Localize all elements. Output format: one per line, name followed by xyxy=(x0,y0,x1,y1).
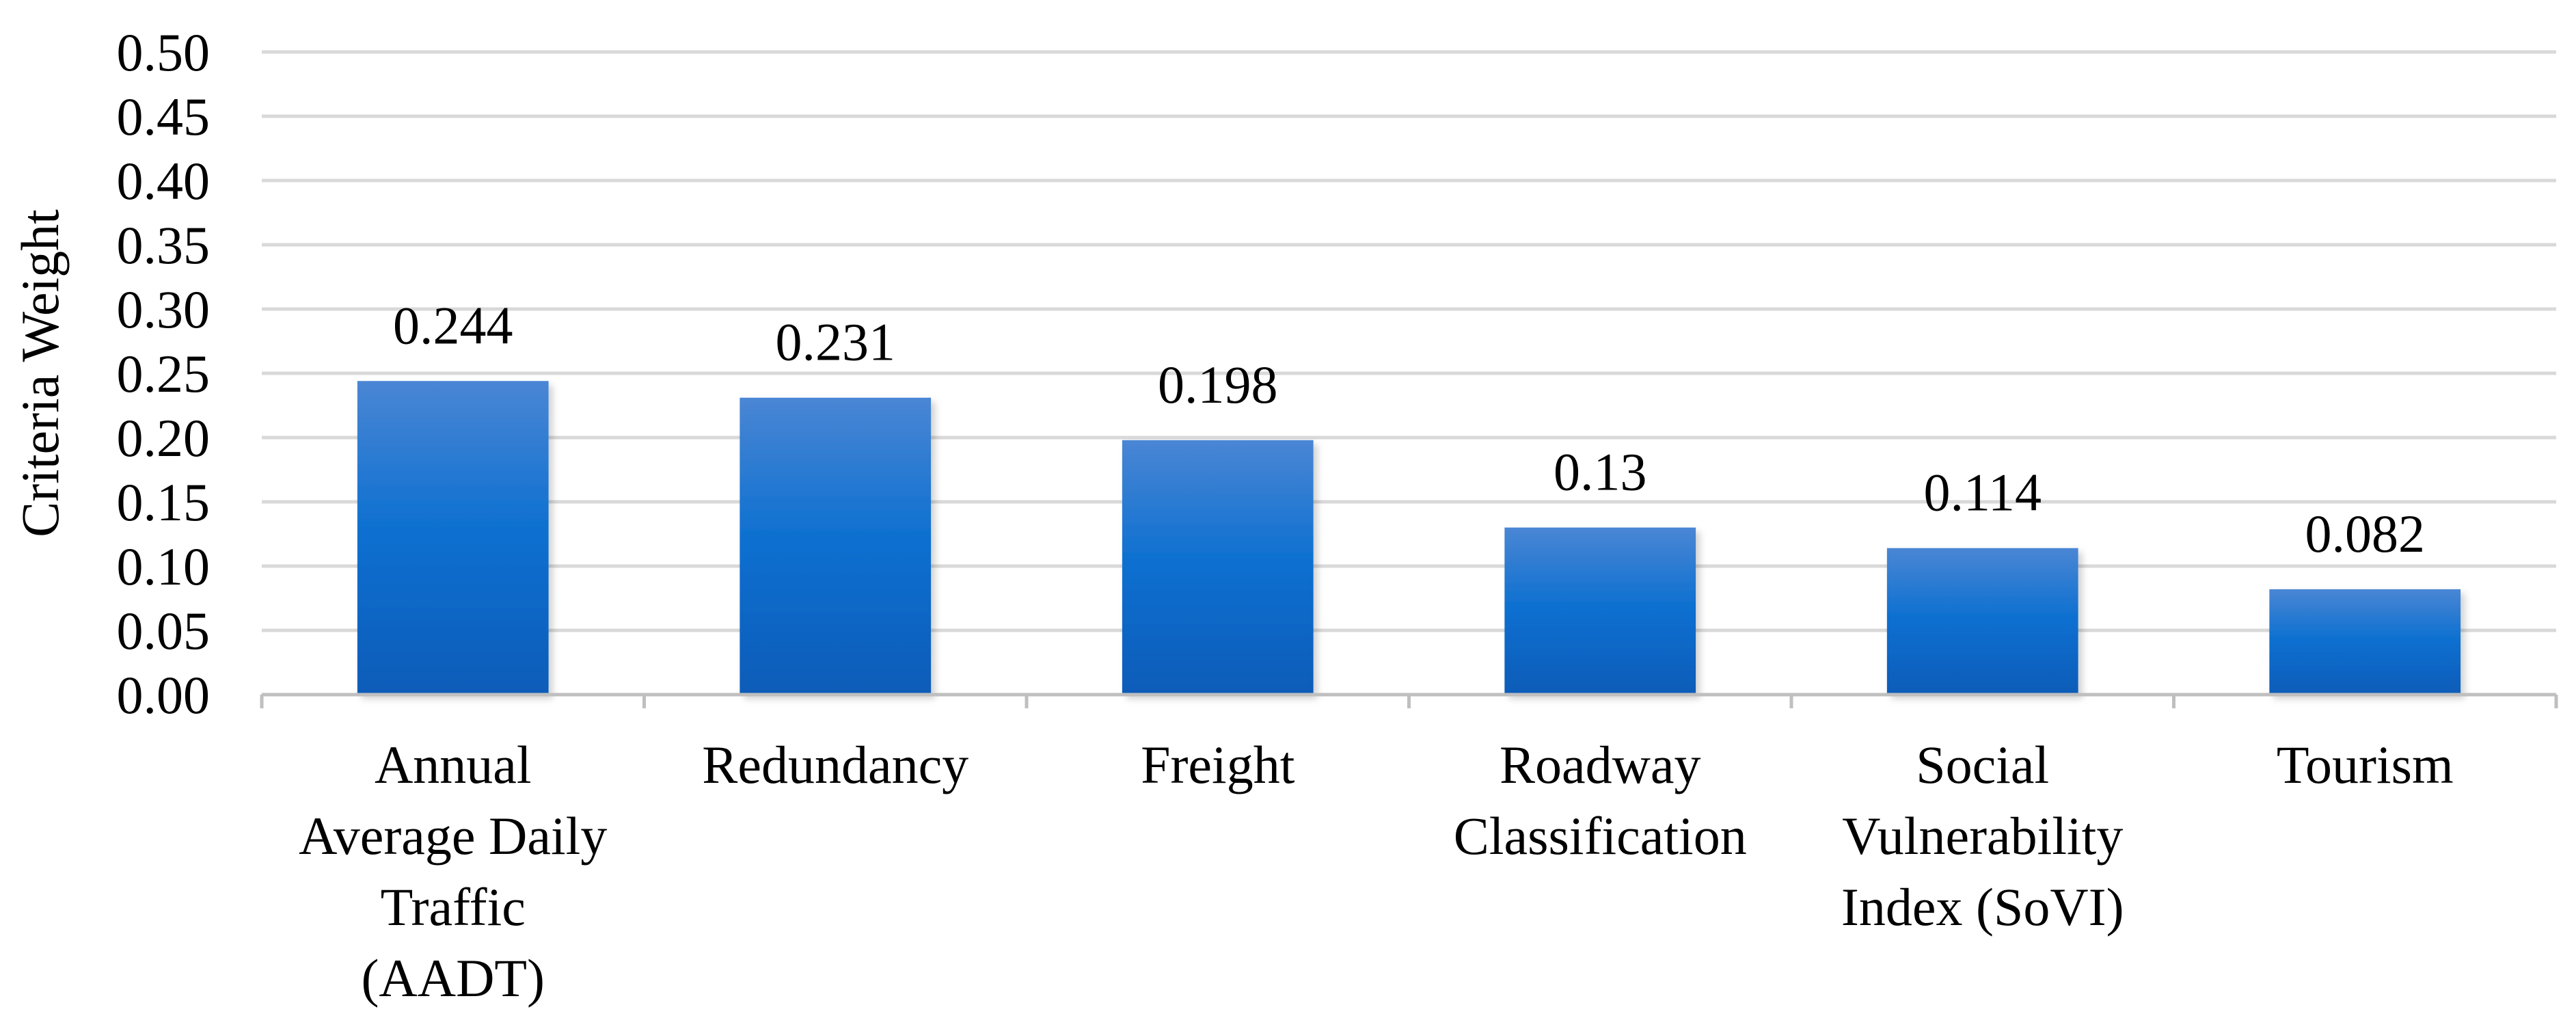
x-tick-label: Freight xyxy=(1141,735,1295,794)
x-tick-label-line: Redundancy xyxy=(702,735,968,794)
x-tick-label-line: Social xyxy=(1916,735,2049,794)
y-axis-tick-labels: 0.000.050.100.150.200.250.300.350.400.45… xyxy=(117,23,211,725)
data-label: 0.244 xyxy=(393,295,513,355)
x-tick-label: Redundancy xyxy=(702,735,968,794)
bars xyxy=(357,381,2461,695)
x-tick-label-line: Classification xyxy=(1454,806,1747,866)
bar xyxy=(740,397,932,695)
y-axis-title: Criteria Weight xyxy=(10,209,70,537)
y-tick-label: 0.30 xyxy=(117,280,211,339)
data-label: 0.082 xyxy=(2305,504,2426,563)
data-label: 0.231 xyxy=(776,312,896,372)
bar xyxy=(1886,548,2078,695)
gridlines xyxy=(262,50,2556,632)
x-axis-category-labels: Annual Average Daily Traffic (AADT) Redundan… xyxy=(299,735,2454,1008)
y-tick-label: 0.00 xyxy=(117,665,211,725)
bar xyxy=(1122,440,1314,695)
x-tick-label-line: Traffic xyxy=(381,877,526,937)
y-tick-label: 0.40 xyxy=(117,151,211,211)
x-tick-label: Tourism xyxy=(2277,735,2454,794)
x-tick-label: Social Vulnerability Index (SoVI) xyxy=(1841,735,2124,937)
y-tick-label: 0.35 xyxy=(117,215,211,275)
x-tick-label-line: Average Daily xyxy=(299,806,607,866)
y-tick-label: 0.10 xyxy=(117,537,211,596)
bar xyxy=(2269,589,2461,695)
bar xyxy=(1504,527,1696,695)
bar xyxy=(357,381,549,695)
data-labels: 0.244 0.231 0.198 0.13 0.114 0.082 xyxy=(393,295,2425,563)
x-tick-label-line: Vulnerability xyxy=(1842,806,2123,866)
data-label: 0.114 xyxy=(1923,463,2042,522)
x-tick-label-line: Annual xyxy=(375,735,532,794)
x-tick-label-line: Freight xyxy=(1141,735,1295,794)
x-tick-label-line: (AADT) xyxy=(361,948,545,1008)
data-label: 0.13 xyxy=(1554,442,1647,502)
data-label: 0.198 xyxy=(1158,355,1278,414)
x-tick-label: Annual Average Daily Traffic (AADT) xyxy=(299,735,607,1008)
y-tick-label: 0.05 xyxy=(117,601,211,660)
y-tick-label: 0.50 xyxy=(117,23,211,82)
y-tick-label: 0.45 xyxy=(117,87,211,146)
x-tick-label-line: Index (SoVI) xyxy=(1841,877,2124,937)
x-tick-label: Roadway Classification xyxy=(1454,735,1747,866)
x-tick-label-line: Tourism xyxy=(2277,735,2454,794)
y-tick-label: 0.15 xyxy=(117,472,211,532)
y-tick-label: 0.20 xyxy=(117,408,211,468)
y-tick-label: 0.25 xyxy=(117,344,211,403)
x-axis xyxy=(260,693,2558,708)
x-tick-label-line: Roadway xyxy=(1500,735,1701,794)
